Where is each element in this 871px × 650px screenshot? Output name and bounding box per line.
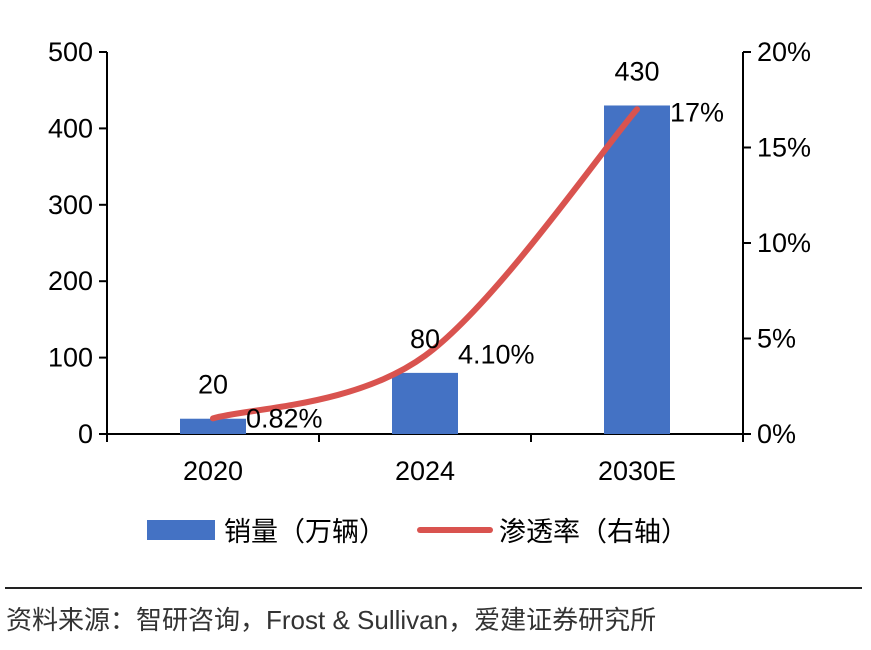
divider	[5, 587, 862, 589]
chart: 0 100 200 300 400 500 0% 5% 10% 15% 20% 2020 2024 203…	[48, 37, 811, 547]
left-tick-label: 500	[48, 37, 93, 67]
source-note: 资料来源：智研咨询，Frost & Sullivan，爱建证券研究所	[6, 605, 657, 635]
left-tick-label: 300	[48, 190, 93, 220]
right-tick-label: 15%	[757, 133, 811, 163]
line-value-label: 4.10%	[458, 340, 535, 370]
x-tick-label: 2020	[183, 456, 243, 486]
right-tick-label: 5%	[757, 324, 796, 354]
line-value-label: 0.82%	[246, 403, 323, 433]
x-tick-label: 2030E	[598, 456, 676, 486]
bar-value-label: 430	[614, 56, 659, 86]
bar-2020	[180, 418, 246, 434]
bar-2024	[392, 372, 458, 434]
bar-2030E	[604, 105, 670, 434]
line-value-label: 17%	[670, 97, 724, 127]
left-tick-label: 200	[48, 266, 93, 296]
x-tick-label: 2024	[395, 456, 455, 486]
left-tick-label: 100	[48, 343, 93, 373]
bar-value-label: 80	[410, 324, 440, 354]
left-tick-label: 400	[48, 113, 93, 143]
penetration-rate-line	[210, 106, 640, 422]
left-tick-label: 0	[78, 419, 93, 449]
right-tick-label: 10%	[757, 228, 811, 258]
legend-bar-label: 销量（万辆）	[224, 517, 386, 547]
legend-line-label: 渗透率（右轴）	[499, 517, 688, 547]
right-tick-label: 20%	[757, 37, 811, 67]
legend-bar-swatch	[147, 520, 215, 540]
bar-value-label: 20	[198, 370, 228, 400]
right-tick-label: 0%	[757, 419, 796, 449]
